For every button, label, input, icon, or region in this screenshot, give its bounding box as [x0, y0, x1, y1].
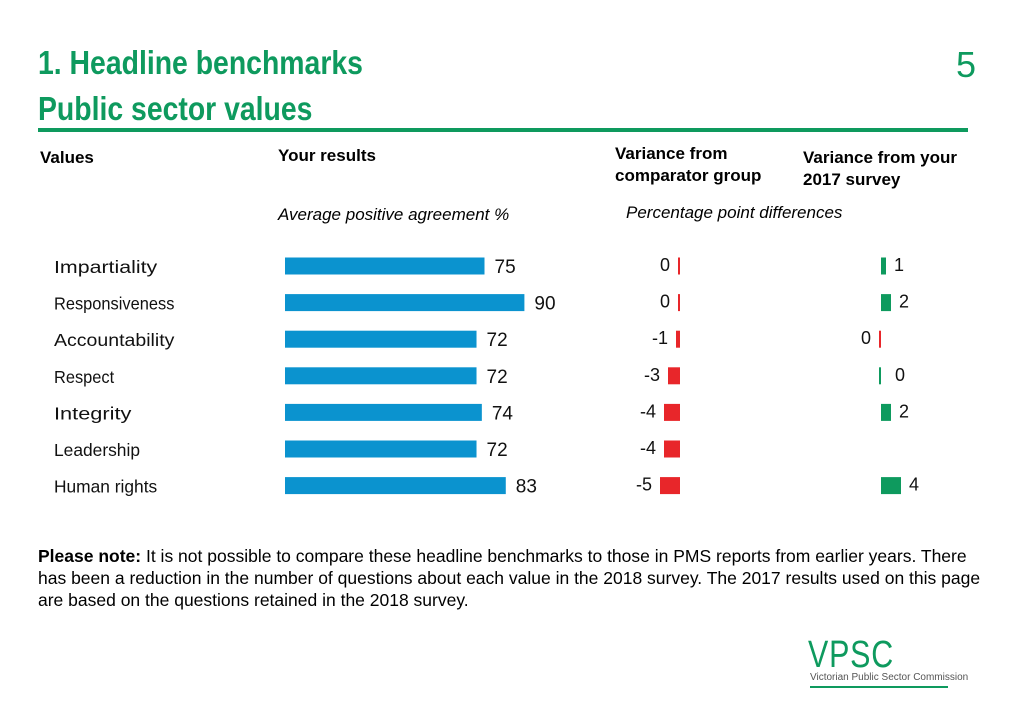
variance2017-value-respect: 0 — [895, 365, 905, 385]
page-title: 1. Headline benchmarks — [38, 44, 363, 81]
your-results-column-header: Your results — [278, 146, 376, 165]
result-value-integrity: 74 — [492, 403, 514, 424]
result-bar-responsiveness — [285, 294, 525, 312]
variance2017-bar-impartiality — [881, 257, 886, 275]
variance2017-bar-respect — [879, 367, 881, 385]
variance-2017-column-header: Variance from your 2017 survey — [803, 148, 958, 189]
result-value-leadership: 72 — [487, 440, 508, 461]
vpsc-logo-subtitle: Victorian Public Sector Commission — [810, 672, 969, 683]
note-label: Please note: — [38, 546, 142, 566]
category-label-respect: Respect — [54, 367, 114, 387]
variance2017-bar-responsiveness — [881, 294, 891, 312]
vpsc-logo-underline — [810, 686, 948, 688]
variance2017-value-impartiality: 1 — [894, 255, 904, 275]
please-note: Please note: It is not possible to compa… — [38, 545, 988, 611]
comparator-value-accountability: -1 — [652, 328, 668, 348]
result-value-respect: 72 — [487, 367, 508, 388]
comparator-bar-integrity — [664, 403, 680, 421]
page-number: 5 — [955, 44, 976, 85]
result-bar-accountability — [285, 330, 477, 348]
category-label-integrity: Integrity — [54, 403, 132, 423]
result-bar-leadership — [285, 440, 477, 458]
result-bar-impartiality — [285, 257, 485, 275]
variance2017-bar-accountability — [879, 330, 881, 348]
variance-comparator-column-header: Variance from comparator group — [615, 144, 762, 185]
category-label-responsiveness: Responsiveness — [54, 294, 175, 314]
page-subtitle: Public sector values — [38, 90, 313, 127]
result-value-responsiveness: 90 — [534, 294, 555, 315]
comparator-bar-responsiveness — [678, 294, 680, 312]
category-label-impartiality: Impartiality — [54, 257, 157, 277]
variance-subheader: Percentage point differences — [626, 203, 843, 222]
note-text: It is not possible to compare these head… — [38, 546, 981, 610]
result-value-impartiality: 75 — [495, 257, 516, 278]
comparator-bar-human-rights — [660, 477, 680, 495]
comparator-value-leadership: -4 — [640, 438, 656, 458]
variance2017-value-responsiveness: 2 — [899, 292, 909, 312]
vpsc-logo: VPSC — [808, 634, 894, 676]
variance2017-value-integrity: 2 — [899, 401, 909, 421]
category-label-leadership: Leadership — [54, 440, 140, 460]
comparator-bar-respect — [668, 367, 680, 385]
result-bar-integrity — [285, 403, 482, 421]
comparator-value-responsiveness: 0 — [660, 292, 670, 312]
comparator-bar-leadership — [664, 440, 680, 458]
comparator-bar-impartiality — [678, 257, 680, 275]
comparator-value-respect: -3 — [644, 365, 660, 385]
comparator-value-human-rights: -5 — [636, 475, 652, 495]
comparator-bar-accountability — [676, 330, 680, 348]
header-divider — [38, 128, 968, 132]
result-value-human-rights: 83 — [516, 477, 537, 498]
comparator-value-integrity: -4 — [640, 401, 656, 421]
category-label-accountability: Accountability — [54, 330, 175, 350]
comparator-value-impartiality: 0 — [660, 255, 670, 275]
variance2017-bar-integrity — [881, 403, 891, 421]
result-bar-respect — [285, 367, 477, 385]
results-subheader: Average positive agreement % — [278, 205, 510, 224]
result-value-accountability: 72 — [487, 330, 508, 351]
variance2017-value-accountability: 0 — [861, 328, 871, 348]
result-bar-human-rights — [285, 477, 506, 495]
category-label-human-rights: Human rights — [54, 477, 157, 497]
variance2017-bar-human-rights — [881, 477, 901, 495]
values-column-header: Values — [40, 148, 94, 167]
variance2017-value-human-rights: 4 — [909, 475, 919, 495]
